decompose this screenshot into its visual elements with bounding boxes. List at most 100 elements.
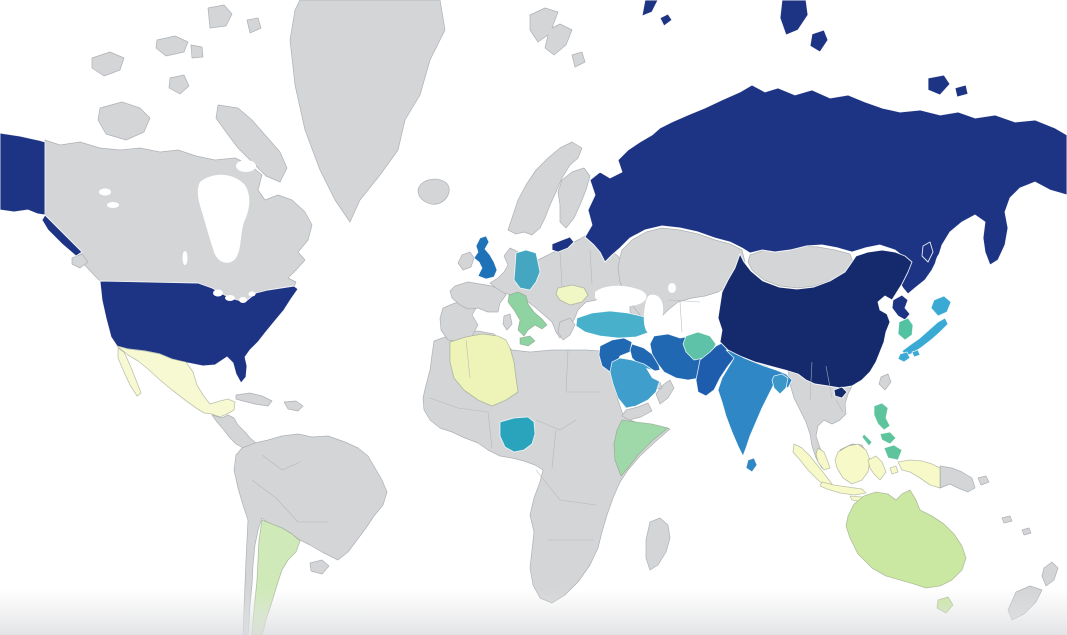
landmass-madagascar[interactable] [645, 517, 671, 571]
great-lake [225, 295, 235, 301]
country-indonesia-sulawesi [867, 455, 887, 481]
hudson-bay [197, 174, 250, 263]
sea-of-okhotsk [934, 239, 977, 280]
landmass-arctic-island [155, 35, 189, 57]
country-baltic-states[interactable] [551, 236, 575, 253]
landmass-new-zealand-north[interactable] [1041, 561, 1059, 587]
country-argentina[interactable] [251, 519, 301, 635]
internal-borders [251, 249, 844, 541]
country-russia-sakhalin [921, 241, 934, 263]
country-north-korea[interactable] [891, 294, 911, 321]
great-lake [239, 297, 247, 303]
country-usa-alaska[interactable] [0, 132, 46, 216]
landmass-ireland[interactable] [457, 251, 475, 271]
country-australia-mainland[interactable] [845, 489, 967, 589]
country-pakistan[interactable] [695, 341, 737, 397]
country-philippines[interactable] [861, 402, 903, 461]
country-japan-kyushu [897, 351, 911, 363]
country-indonesia-west-papua[interactable] [897, 459, 941, 489]
landmass-pacific-islet [1021, 527, 1032, 536]
country-malaysia[interactable] [815, 447, 831, 471]
country-mexico-baja [117, 347, 142, 397]
country-china-hainan [833, 386, 848, 399]
country-indonesia-borneo[interactable] [834, 443, 871, 485]
landmass-scandinavia[interactable] [507, 141, 583, 236]
lake-winnipeg [182, 251, 188, 265]
landmass-cuba[interactable] [235, 392, 273, 407]
landmass-iceland[interactable] [417, 178, 450, 205]
landmass-svalbard-east [571, 51, 586, 68]
country-usa-alaska-panhandle[interactable] [41, 214, 83, 257]
landmass-hispaniola[interactable] [283, 400, 304, 412]
landmass-svalbard [529, 7, 573, 56]
country-philippines-palawan [861, 433, 873, 447]
country-russia-wrangel [927, 74, 951, 96]
country-philippines-luzon[interactable] [873, 402, 891, 431]
country-russia[interactable] [584, 0, 1067, 295]
country-mexico[interactable] [116, 345, 236, 418]
landmass-taiwan[interactable] [878, 373, 892, 391]
black-sea [595, 285, 647, 307]
country-russia-island [659, 13, 673, 27]
foxe-basin [236, 160, 256, 172]
landmass-baffin-island [215, 104, 288, 183]
country-japan-shikoku [911, 349, 921, 358]
country-germany[interactable] [513, 249, 541, 291]
country-united-kingdom[interactable] [473, 235, 498, 280]
landmass-new-zealand-south[interactable] [1007, 585, 1043, 621]
landmass-arctic-island [168, 74, 190, 95]
country-indonesia-java [819, 481, 867, 496]
country-sri-lanka[interactable] [745, 457, 758, 473]
caspian-sea [643, 294, 664, 335]
landmass-vancouver-island [71, 253, 89, 269]
landmass-canada[interactable] [44, 139, 313, 303]
country-japan-hokkaido[interactable] [930, 295, 952, 317]
country-indonesia[interactable] [792, 443, 941, 503]
great-lake [213, 289, 223, 297]
landmass-yemen[interactable] [621, 402, 653, 421]
country-indonesia-moluccas [889, 465, 899, 475]
landmass-finland[interactable] [557, 167, 591, 229]
country-japan[interactable] [897, 295, 952, 363]
country-australia[interactable] [845, 489, 967, 614]
landmass-papua-new-guinea[interactable] [939, 465, 976, 493]
country-russia-island-2 [809, 29, 829, 53]
country-china[interactable] [717, 249, 913, 399]
country-philippines-visayas [879, 431, 897, 445]
country-somalia[interactable] [613, 419, 669, 477]
aral-sea [668, 283, 676, 293]
country-italy[interactable] [507, 291, 548, 347]
landmass-greece[interactable] [557, 317, 576, 341]
landmass-france[interactable] [449, 281, 507, 313]
landmass-new-britain [977, 475, 990, 486]
persian-gulf [646, 368, 668, 384]
country-australia-tasmania [936, 596, 954, 614]
landmass-arctic-island [91, 51, 125, 77]
landmass-arctic-island [190, 44, 204, 59]
country-south-korea[interactable] [897, 317, 914, 341]
country-mexico-mainland[interactable] [116, 345, 236, 418]
landmass-arctic-island [246, 17, 262, 34]
landmass-victoria-island [97, 101, 151, 141]
water-bodies [99, 160, 977, 384]
country-china-mainland[interactable] [717, 249, 913, 389]
country-bangladesh[interactable] [771, 373, 789, 395]
country-italy-boot[interactable] [507, 291, 548, 337]
great-bear-lake [99, 188, 111, 196]
country-levant[interactable] [598, 337, 633, 373]
great-lake [248, 291, 256, 297]
country-nigeria[interactable] [499, 416, 536, 453]
landmass-greenland[interactable] [289, 0, 446, 223]
landmass-sardinia [502, 313, 513, 331]
country-philippines-mindanao [883, 444, 903, 461]
landmass-arctic-island [207, 4, 233, 29]
country-italy-sicily [519, 335, 536, 347]
country-romania[interactable] [555, 284, 589, 306]
country-russia-island-3 [954, 84, 969, 98]
landmass-pacific-islet [1001, 515, 1013, 524]
country-russia-mainland[interactable] [584, 84, 1067, 295]
great-slave-lake [107, 202, 119, 208]
landmass-falklands [309, 559, 330, 575]
